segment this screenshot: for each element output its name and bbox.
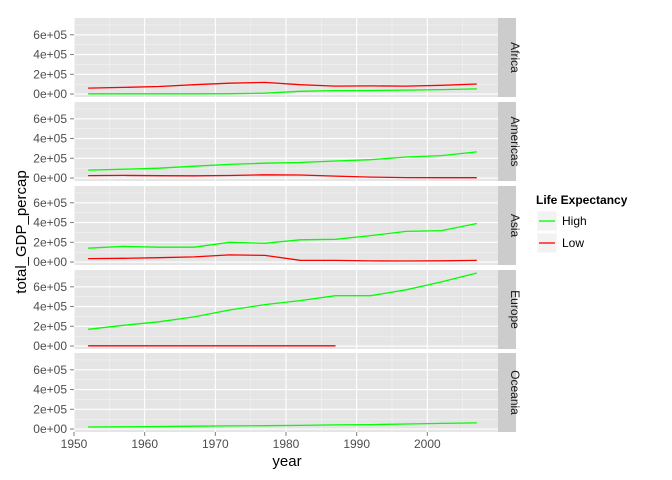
x-tick-label: 1960 (131, 437, 158, 451)
facet-strip-label: Europe (508, 290, 522, 329)
facet-strip-label: Africa (508, 42, 522, 73)
facet-strip (498, 18, 516, 97)
series-line-high-oceania (88, 422, 477, 428)
legend-label: Low (562, 236, 584, 250)
legend-item-high: High (536, 210, 587, 232)
x-tick-label: 2000 (414, 437, 441, 451)
y-tick-label: 2e+05 (33, 319, 67, 333)
x-tick-label: 1970 (202, 437, 229, 451)
y-tick-label: 4e+05 (33, 216, 67, 230)
panel-europe: 0e+00 2e+05 4e+05 6e+05 Europe (33, 270, 522, 353)
y-tick-label: 6e+05 (33, 280, 67, 294)
y-tick-label: 6e+05 (33, 196, 67, 210)
facet-strip-label: Oceania (508, 370, 522, 415)
y-tick-label: 0e+00 (33, 255, 67, 269)
legend-label: High (562, 214, 587, 228)
facet-strip (498, 102, 516, 181)
y-tick-label: 0e+00 (33, 171, 67, 185)
panel-africa: 0e+00 2e+05 4e+05 6e+05 Africa (33, 18, 522, 101)
panels-layer: 0e+00 2e+05 4e+05 6e+05 Africa 0e+00 2e+05 4e+0… (33, 18, 522, 436)
facet-strip (498, 270, 516, 349)
legend-title: Life Expectancy (536, 193, 628, 207)
panel-americas: 0e+00 2e+05 4e+05 6e+05 Americas (33, 102, 522, 185)
x-tick-label: 1990 (343, 437, 370, 451)
series-line-low-americas (88, 174, 477, 179)
legend-item-low: Low (536, 232, 584, 254)
panel-asia: 0e+00 2e+05 4e+05 6e+05 Asia (33, 186, 522, 269)
y-tick-label: 2e+05 (33, 402, 67, 416)
legend: Life Expectancy High Low (536, 193, 628, 254)
y-tick-label: 4e+05 (33, 132, 67, 146)
series-line-high-asia (88, 222, 477, 249)
y-tick-label: 0e+00 (33, 422, 67, 436)
y-tick-label: 6e+05 (33, 363, 67, 377)
facet-strip-label: Americas (508, 116, 522, 166)
y-tick-label: 2e+05 (33, 151, 67, 165)
y-tick-label: 4e+05 (33, 48, 67, 62)
series-line-low-africa (88, 81, 477, 89)
y-tick-label: 6e+05 (33, 112, 67, 126)
panel-oceania: 0e+00 2e+05 4e+05 6e+05 Oceania (33, 353, 522, 436)
facet-strip (498, 353, 516, 432)
series-line-high-europe (88, 272, 477, 330)
y-tick-label: 0e+00 (33, 339, 67, 353)
y-tick-label: 4e+05 (33, 300, 67, 314)
facet-strip-label: Asia (508, 214, 522, 238)
series-line-low-asia (88, 254, 477, 262)
series-line-high-americas (88, 151, 477, 171)
y-tick-label: 2e+05 (33, 235, 67, 249)
y-tick-label: 2e+05 (33, 67, 67, 81)
series-line-high-africa (88, 88, 477, 95)
y-tick-label: 6e+05 (33, 28, 67, 42)
y-tick-label: 0e+00 (33, 87, 67, 101)
x-axis-title: year (272, 453, 301, 470)
facet-strip (498, 186, 516, 265)
x-tick-label: 1980 (273, 437, 300, 451)
y-axis-title: total_GDP_percap (13, 170, 30, 293)
x-axis: 1950 1960 1970 1980 1990 2000 (61, 432, 441, 451)
y-tick-label: 4e+05 (33, 383, 67, 397)
x-tick-label: 1950 (61, 437, 88, 451)
